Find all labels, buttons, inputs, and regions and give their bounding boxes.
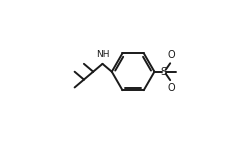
Text: O: O [168,50,175,60]
Text: O: O [168,83,175,93]
Text: NH: NH [96,50,109,59]
Text: S: S [161,67,167,77]
